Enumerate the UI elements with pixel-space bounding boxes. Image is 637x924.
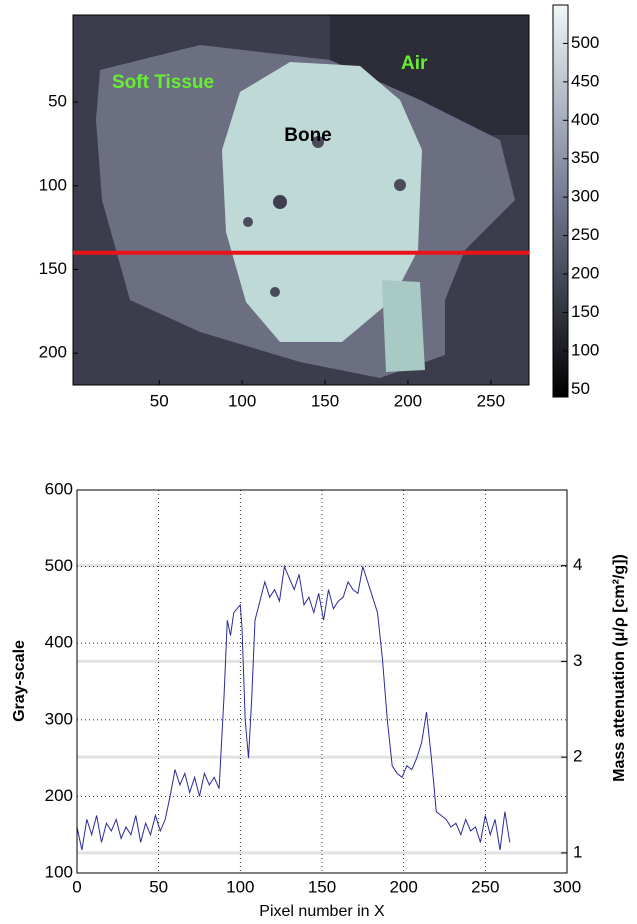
x-tick-label: 100 bbox=[226, 877, 254, 896]
x-tick-label: 250 bbox=[477, 391, 505, 410]
colorbar-tick-label: 200 bbox=[571, 264, 599, 283]
x-tick-label: 50 bbox=[150, 391, 169, 410]
bone bbox=[222, 62, 422, 342]
colorbar bbox=[552, 4, 569, 398]
x-tick-label: 100 bbox=[228, 391, 256, 410]
y-tick-label: 400 bbox=[45, 633, 73, 652]
y2-tick-label: 2 bbox=[573, 747, 582, 766]
y2-tick-label: 4 bbox=[573, 555, 582, 574]
colorbar-tick-label: 450 bbox=[571, 71, 599, 90]
colorbar-tick-label: 350 bbox=[571, 148, 599, 167]
y-tick-label: 600 bbox=[45, 479, 73, 498]
colorbar-tick-label: 250 bbox=[571, 225, 599, 244]
y-tick-label: 200 bbox=[45, 786, 73, 805]
y-tick-label: 200 bbox=[39, 343, 67, 362]
bone-hole bbox=[273, 195, 287, 209]
colorbar-tick-label: 150 bbox=[571, 302, 599, 321]
annotation: Bone bbox=[284, 125, 332, 146]
y-tick-label: 500 bbox=[45, 556, 73, 575]
y2-axis-label: Mass attenuation (μ/ρ [cm²/g]) bbox=[611, 554, 628, 782]
bone-lower bbox=[382, 280, 425, 372]
x-tick-label: 200 bbox=[394, 391, 422, 410]
bone-hole bbox=[243, 217, 253, 227]
data-line bbox=[76, 564, 511, 851]
x-tick-label: 250 bbox=[471, 877, 499, 896]
bone-hole bbox=[394, 179, 406, 191]
colorbar-tick-label: 100 bbox=[571, 340, 599, 359]
bone-hole bbox=[270, 287, 280, 297]
annotation: Air bbox=[401, 53, 428, 74]
colorbar-tick-label: 300 bbox=[571, 187, 599, 206]
y-tick-label: 100 bbox=[45, 862, 73, 881]
y-tick-label: 300 bbox=[45, 709, 73, 728]
y2-tick-label: 3 bbox=[573, 651, 582, 670]
bone-hole bbox=[312, 136, 324, 148]
image-frame bbox=[72, 14, 530, 386]
x-tick-label: 300 bbox=[553, 877, 581, 896]
x-tick-label: 50 bbox=[149, 877, 168, 896]
y-tick-label: 150 bbox=[39, 259, 67, 278]
colorbar-tick-label: 50 bbox=[571, 379, 590, 398]
y-tick-label: 50 bbox=[48, 92, 67, 111]
colorbar-tick-label: 400 bbox=[571, 110, 599, 129]
plot-frame bbox=[76, 489, 568, 874]
x-tick-label: 0 bbox=[72, 877, 81, 896]
colorbar-tick-label: 500 bbox=[571, 33, 599, 52]
plot-area bbox=[76, 489, 568, 874]
x-tick-label: 150 bbox=[308, 877, 336, 896]
annotation: Soft Tissue bbox=[112, 72, 214, 93]
x-axis-label: Pixel number in X bbox=[259, 903, 385, 920]
y2-tick-label: 1 bbox=[573, 842, 582, 861]
x-tick-label: 150 bbox=[311, 391, 339, 410]
ct-image: Soft Tissue Bone Air bbox=[73, 15, 529, 385]
x-tick-label: 200 bbox=[389, 877, 417, 896]
y-axis-label: Gray-scale bbox=[11, 640, 28, 722]
y-tick-label: 100 bbox=[39, 175, 67, 194]
